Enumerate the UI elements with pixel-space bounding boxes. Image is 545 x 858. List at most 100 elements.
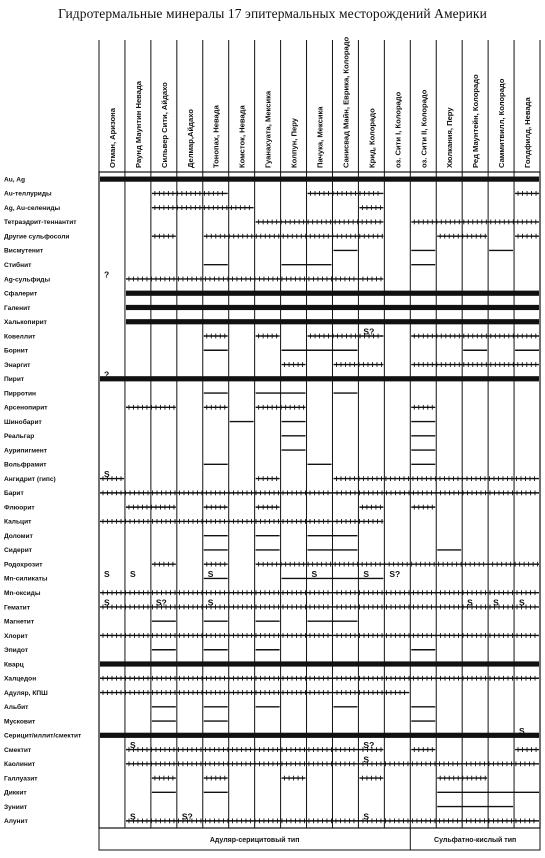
mineral-label: Барит	[4, 490, 24, 497]
deposit-label: Санисвад Майн, Еврика, Колорадо	[341, 36, 350, 168]
deposit-label: Голдфилд, Невада	[523, 96, 532, 168]
mineral-label: Шинобарит	[4, 418, 43, 426]
occurrence-mark: S	[208, 597, 214, 607]
mineral-label: Халцедон	[4, 676, 36, 683]
mineral-label: Галлуазит	[4, 775, 38, 782]
mineral-label: Родохрозит	[4, 561, 43, 568]
mineral-label: Энаргит	[4, 362, 31, 369]
mineral-label: Мусковит	[4, 718, 36, 725]
occurrence-mark: S	[104, 569, 110, 579]
occurrence-bar	[100, 732, 539, 738]
mineral-label: Тетраэдрит-теннантит	[4, 219, 77, 226]
mineral-label: Галенит	[4, 305, 31, 312]
mineral-label: Сфалерит	[4, 291, 38, 298]
mineral-label: Пирит	[4, 376, 25, 383]
occurrence-mark: S	[130, 569, 136, 579]
occurrence-mark: S	[104, 597, 110, 607]
mineral-labels: Au, Ag Au-теллуриды Ag, Au-селениды Тетраэд…	[4, 176, 82, 825]
mineral-label: Реальгар	[4, 433, 34, 440]
deposit-label: Гуанахуата, Мексика	[264, 90, 273, 168]
occurrence-mark: S	[493, 597, 499, 607]
occurrence-marks: ? S?? S S S S S S S? S S? S S S S S S S? S S S? S	[104, 269, 525, 821]
occurrence-mark: S?	[156, 597, 167, 607]
occurrence-mark: S	[519, 726, 525, 736]
occurrence-mark: ?	[104, 369, 109, 379]
chart-title: Гидротермальные минералы 17 эпитермальны…	[58, 6, 487, 21]
mineral-label: Доломит	[4, 533, 34, 540]
occurrence-mark: S	[363, 811, 369, 821]
occurrence-mark: S	[104, 469, 110, 479]
footer-frame	[98, 827, 541, 851]
deposit-label: Крид, Колорадо	[367, 108, 376, 168]
mineral-label: Ковеллит	[4, 333, 36, 340]
mineral-label: Стибнит	[4, 261, 32, 269]
deposit-label: Комсток, Невада	[238, 104, 247, 168]
mineral-label: Au, Ag	[4, 176, 25, 183]
deposit-label: Пачука, Мексика	[316, 106, 325, 168]
occurrence-bar	[125, 319, 540, 325]
occurrence-mark: S	[130, 811, 136, 821]
mineral-label: Флюорит	[4, 504, 35, 511]
mineral-label: Висмутенит	[4, 248, 44, 255]
deposit-label: Ред Маунтейн, Колорадо	[471, 74, 480, 168]
mineral-label: Ag-сульфиды	[4, 276, 50, 283]
mineral-label: Халькопирит	[4, 319, 48, 326]
mineral-label: Эпидот	[4, 647, 29, 654]
occurrence-bar	[100, 176, 539, 182]
mineral-label: Au-теллуриды	[4, 191, 52, 198]
deposit-label: оз. Сити I, Колорадо	[393, 91, 402, 168]
mineral-label: Кальцит	[4, 519, 32, 526]
mineral-label: Альбит	[4, 703, 29, 711]
footer-group-label: Адуляр-серицитовый тип	[210, 836, 300, 844]
mineral-label: Кварц	[4, 661, 24, 668]
mineral-label: Смектит	[4, 747, 32, 754]
deposit-label: Колпун, Перу	[290, 117, 299, 168]
occurrence-bar	[100, 661, 539, 667]
mineral-label: Другие сульфосоли	[4, 233, 70, 240]
occurrence-mark: S	[208, 569, 214, 579]
deposit-labels: Отман, Аризона Раунд Маунтин Невада Сильве…	[108, 36, 532, 168]
deposit-label: Саммитвилл, Колорадо	[497, 78, 506, 168]
mineral-label: Хлорит	[4, 633, 29, 640]
mineral-label: Гематит	[4, 604, 31, 611]
mineral-label: Ангидрит (гипс)	[4, 476, 56, 483]
occurrence-bars	[100, 176, 540, 824]
mineral-label: Серицит/иллит/смектит	[4, 733, 82, 740]
occurrence-bar	[100, 376, 539, 382]
occurrence-mark: S?	[389, 569, 400, 579]
mineral-label: Каолинит	[4, 761, 36, 768]
deposit-label: Хюлкания, Перу	[445, 107, 454, 168]
occurrence-mark: S	[467, 597, 473, 607]
deposit-label: Тонопах, Невада	[212, 104, 221, 168]
chart-grid	[98, 40, 541, 829]
deposit-label: оз. Сити II, Колорадо	[419, 89, 428, 168]
occurrence-bar	[125, 290, 540, 296]
mineral-label: Аурипигмент	[4, 447, 48, 454]
occurrence-mark: S	[519, 597, 525, 607]
occurrence-bar	[125, 304, 540, 311]
footer-group-label: Сульфатно-кислый тип	[434, 836, 516, 844]
occurrence-mark: S	[130, 740, 136, 750]
grid-frame	[98, 171, 541, 829]
mineral-label: Арсенопирит	[4, 405, 48, 412]
mineral-label: Мn-силикаты	[4, 576, 48, 583]
mineral-label: Алунит	[4, 818, 29, 825]
occurrence-mark: S	[363, 569, 369, 579]
mineral-label: Диккит	[4, 790, 27, 797]
mineral-label: Мn-оксиды	[4, 590, 41, 597]
deposit-label: Раунд Маунтин Невада	[134, 80, 143, 168]
mineral-label: Вольфрамит	[4, 462, 47, 469]
occurrence-mark: S?	[182, 811, 193, 821]
mineral-label: Сидерит	[4, 547, 33, 554]
occurrence-mark: ?	[104, 269, 109, 279]
occurrence-mark: S?	[363, 327, 374, 337]
occurrence-mark: S	[363, 754, 369, 764]
mineral-label: Пирротин	[4, 390, 36, 397]
footer-groups: Адуляр-серицитовый тип Сульфатно-кислый т…	[98, 827, 541, 851]
mineral-label: Борнит	[4, 348, 29, 355]
mineral-label: Ag, Au-селениды	[4, 205, 61, 212]
mineral-label: Зуниит	[4, 804, 28, 811]
deposit-label: Делмар,Айдахо	[186, 109, 195, 168]
deposit-label: Сильвер Сити, Айдахо	[160, 82, 169, 168]
